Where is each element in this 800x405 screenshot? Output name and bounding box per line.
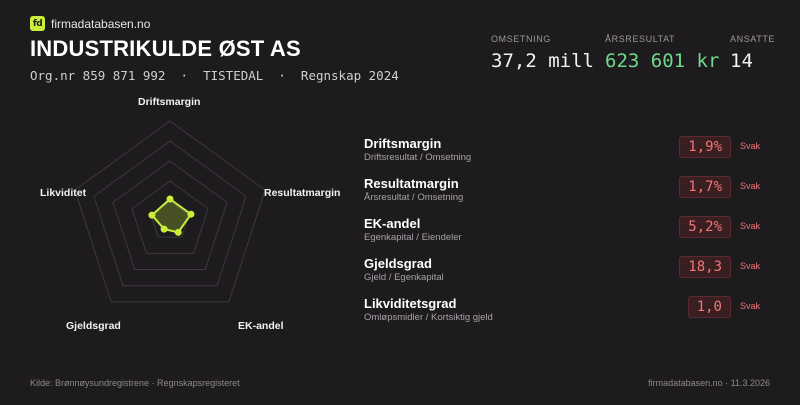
metric-row: EK-andel Egenkapital / Eiendeler 5,2% Sv…: [364, 216, 774, 256]
radar-axis-label: Driftsmargin: [138, 96, 201, 108]
radar-data-point: [160, 225, 168, 233]
metric-rating: Svak: [739, 141, 760, 151]
metric-row: Likviditetsgrad Omløpsmidler / Kortsikti…: [364, 296, 774, 336]
metric-subtitle: Egenkapital / Eiendeler: [364, 232, 462, 243]
radar-grid-ring: [112, 160, 228, 271]
metric-subtitle: Driftsresultat / Omsetning: [364, 152, 472, 163]
radar-data-point: [148, 211, 156, 219]
stat-value: 14: [730, 50, 753, 72]
stat-label: ÅRSRESULTAT: [605, 34, 676, 44]
stat-value: 37,2 mill: [491, 50, 594, 72]
radar-grid-ring: [150, 200, 190, 238]
company-name: INDUSTRIKULDE ØST AS: [30, 36, 301, 61]
metric-rating: Svak: [739, 181, 760, 191]
radar-axis-label: Resultatmargin: [264, 187, 341, 199]
footer-source: Kilde: Brønnøysundregistrene · Regnskaps…: [30, 378, 240, 388]
radar-data-area: [150, 197, 193, 234]
metric-value: 5,2%: [679, 216, 731, 238]
metric-title: Likviditetsgrad: [364, 296, 457, 311]
metric-title: Gjeldsgrad: [364, 256, 432, 271]
stat-arsresultat: ÅRSRESULTAT 623 601 kr: [605, 34, 719, 72]
stat-ansatte: ANSATTE 14: [730, 34, 775, 72]
company-meta: Org.nr 859 871 992 · TISTEDAL · Regnskap…: [30, 68, 399, 83]
footer-site-date[interactable]: firmadatabasen.no · 11.3.2026: [648, 378, 770, 388]
brand-name[interactable]: firmadatabasen.no: [51, 16, 151, 31]
metric-value: 1,7%: [679, 176, 731, 198]
metric-value: 18,3: [679, 256, 731, 278]
metric-row: Gjeldsgrad Gjeld / Egenkapital 18,3 Svak: [364, 256, 774, 296]
radar-grid-ring: [131, 180, 209, 254]
metric-value: 1,0: [687, 296, 731, 318]
stat-label: OMSETNING: [491, 34, 551, 44]
metric-subtitle: Gjeld / Egenkapital: [364, 272, 444, 283]
metric-rating: Svak: [739, 221, 760, 231]
radar-data-point: [174, 228, 182, 236]
radar-axis-label: Gjeldsgrad: [66, 320, 121, 332]
metric-subtitle: Omløpsmidler / Kortsiktig gjeld: [364, 312, 493, 323]
metrics-list: Driftsmargin Driftsresultat / Omsetning …: [364, 136, 774, 336]
stat-omsetning: OMSETNING 37,2 mill: [491, 34, 594, 72]
metric-value: 1,9%: [679, 136, 731, 158]
metric-row: Driftsmargin Driftsresultat / Omsetning …: [364, 136, 774, 176]
brand-logo: fd: [30, 16, 45, 31]
metric-title: EK-andel: [364, 216, 421, 231]
radar-grid-ring: [74, 120, 266, 303]
metric-rating: Svak: [739, 301, 760, 311]
radar-axis-label: EK-andel: [238, 320, 284, 332]
metric-row: Resultatmargin Årsresultat / Omsetning 1…: [364, 176, 774, 216]
metric-title: Driftsmargin: [364, 136, 442, 151]
metric-subtitle: Årsresultat / Omsetning: [364, 192, 464, 203]
radar-data-point: [187, 210, 195, 218]
radar-axis-label: Likviditet: [40, 187, 87, 199]
stat-label: ANSATTE: [730, 34, 776, 44]
brand: fd firmadatabasen.no: [30, 16, 150, 31]
stat-value: 623 601 kr: [605, 50, 720, 72]
radar-data-point: [166, 195, 174, 203]
metric-rating: Svak: [739, 261, 760, 271]
metric-title: Resultatmargin: [364, 176, 459, 191]
radar-grid-ring: [93, 140, 247, 287]
